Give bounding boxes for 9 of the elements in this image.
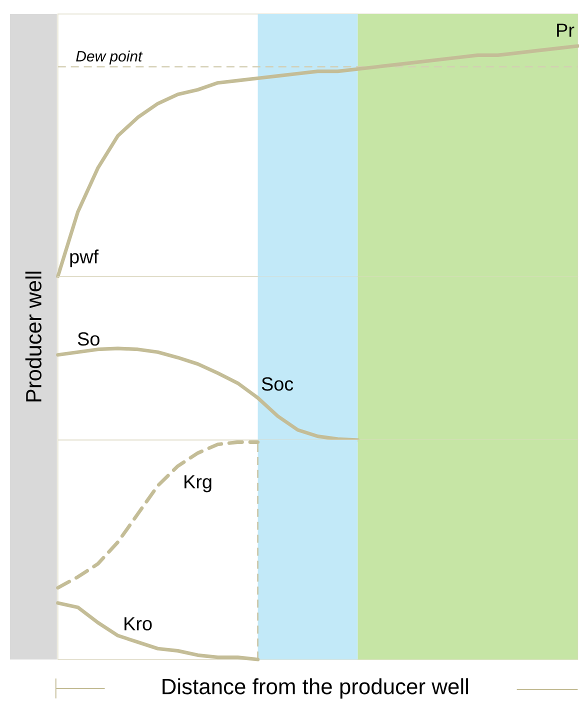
ref-line-label: Dew point xyxy=(76,50,142,65)
annotation: Kro xyxy=(124,617,152,630)
y-axis-title: Producer well xyxy=(25,272,42,402)
annotation: Soc xyxy=(262,377,293,391)
x-axis-title: Distance from the producer well xyxy=(162,678,468,699)
annotation: Krg xyxy=(184,475,212,492)
text: So xyxy=(78,332,100,346)
text: Pr xyxy=(556,24,574,37)
annotation: pwf xyxy=(70,250,98,268)
